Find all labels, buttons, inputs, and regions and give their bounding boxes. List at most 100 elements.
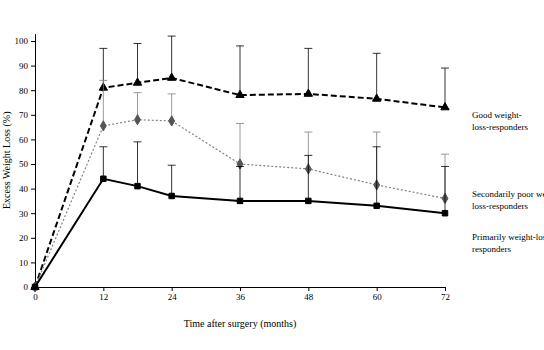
error-bar: [304, 48, 312, 94]
marker: [237, 198, 242, 203]
error-bar-cap: [134, 92, 142, 93]
y-tick-mark: [31, 213, 35, 214]
series-label-line: responders: [472, 244, 511, 254]
marker: [374, 203, 379, 208]
x-tick: 36: [236, 287, 246, 302]
marker: [442, 210, 447, 215]
series-line: [35, 78, 445, 287]
y-axis-title: Excess Weight Loss (%): [1, 112, 13, 210]
marker: [101, 176, 106, 181]
error-bar: [236, 166, 244, 200]
x-tick-mark: [103, 287, 104, 291]
error-bar-cap: [441, 68, 449, 69]
y-tick-mark: [31, 164, 35, 165]
marker: [168, 73, 176, 80]
y-tick-label: 40: [19, 184, 29, 194]
error-bar-cap: [441, 154, 449, 155]
y-tick-label: 20: [19, 233, 29, 243]
series-label: Good weight-loss-responders: [472, 110, 528, 132]
series-label-line: Good weight-: [472, 110, 522, 120]
x-axis: 0122436486072: [33, 287, 450, 302]
error-bar-stem: [137, 142, 138, 186]
x-tick: 60: [373, 287, 383, 302]
error-bar: [99, 80, 107, 126]
error-bar-cap: [373, 132, 381, 133]
y-tick-label: 60: [19, 135, 29, 145]
error-bar-stem: [376, 147, 377, 206]
error-bar: [134, 142, 142, 186]
marker: [135, 183, 140, 188]
series-label-line: Primarily weight-loss-: [472, 232, 544, 242]
error-bar-cap: [99, 146, 107, 147]
error-bar-cap: [373, 146, 381, 147]
y-tick: 40: [19, 184, 35, 194]
x-tick-mark: [240, 287, 241, 291]
series-label: Secondarily poor weight-loss-responders: [472, 189, 544, 211]
error-bar-cap: [304, 132, 312, 133]
x-tick-mark: [308, 287, 309, 291]
y-axis: 0 10 20 30 40 50 60 70 80 90 100: [15, 34, 36, 292]
error-bar-stem: [240, 166, 241, 200]
series: [32, 80, 449, 292]
marker: [304, 89, 312, 96]
error-bar-cap: [99, 48, 107, 49]
y-tick-mark: [31, 90, 35, 91]
error-bar-stem: [308, 155, 309, 201]
y-tick-label: 90: [19, 61, 29, 71]
error-bar-cap: [304, 48, 312, 49]
error-bar-stem: [308, 48, 309, 94]
y-tick: 10: [19, 258, 35, 268]
x-tick-label: 12: [99, 292, 108, 302]
error-bar-cap: [236, 45, 244, 46]
y-tick-label: 50: [19, 159, 29, 169]
error-bar: [441, 68, 449, 107]
x-tick: 24: [168, 287, 178, 302]
y-tick: 70: [19, 110, 35, 120]
y-tick-mark: [31, 115, 35, 116]
y-axis-line: [35, 34, 36, 287]
error-bar: [134, 43, 142, 82]
marker: [373, 94, 381, 101]
series: [32, 142, 449, 290]
error-bar: [373, 147, 381, 206]
marker: [169, 193, 174, 198]
error-bar-cap: [304, 155, 312, 156]
y-tick: 60: [19, 135, 35, 145]
marker: [441, 103, 449, 110]
y-tick-label: 0: [24, 282, 29, 292]
y-tick: 50: [19, 159, 35, 169]
error-bar-cap: [99, 80, 107, 81]
error-bar-cap: [236, 123, 244, 124]
error-bar: [236, 46, 244, 95]
error-bar: [304, 155, 312, 201]
x-tick-label: 24: [168, 292, 178, 302]
series-line: [35, 179, 445, 287]
error-bar-stem: [445, 166, 446, 213]
error-bar-stem: [445, 68, 446, 107]
error-bar-stem: [103, 80, 104, 126]
error-bar: [168, 165, 176, 196]
y-tick-label: 80: [19, 86, 29, 96]
y-tick: 30: [19, 209, 35, 219]
x-tick-mark: [445, 287, 446, 291]
x-tick-mark: [172, 287, 173, 291]
error-bar-stem: [103, 147, 104, 179]
x-tick-label: 60: [373, 292, 383, 302]
error-bar: [168, 36, 176, 78]
y-tick: 20: [19, 233, 35, 243]
plot-area: [31, 36, 449, 292]
y-tick: 100: [15, 36, 36, 46]
error-bar-stem: [240, 46, 241, 95]
series-label-line: loss-responders: [472, 122, 528, 132]
marker: [236, 90, 244, 97]
x-tick: 48: [304, 287, 314, 302]
y-tick-mark: [31, 66, 35, 67]
marker: [100, 121, 106, 131]
x-tick-label: 72: [441, 292, 450, 302]
error-bar-stem: [376, 53, 377, 99]
marker: [135, 115, 141, 125]
y-tick-mark: [31, 262, 35, 263]
y-tick-label: 70: [19, 110, 29, 120]
marker: [32, 284, 37, 289]
y-tick: 90: [19, 61, 35, 71]
